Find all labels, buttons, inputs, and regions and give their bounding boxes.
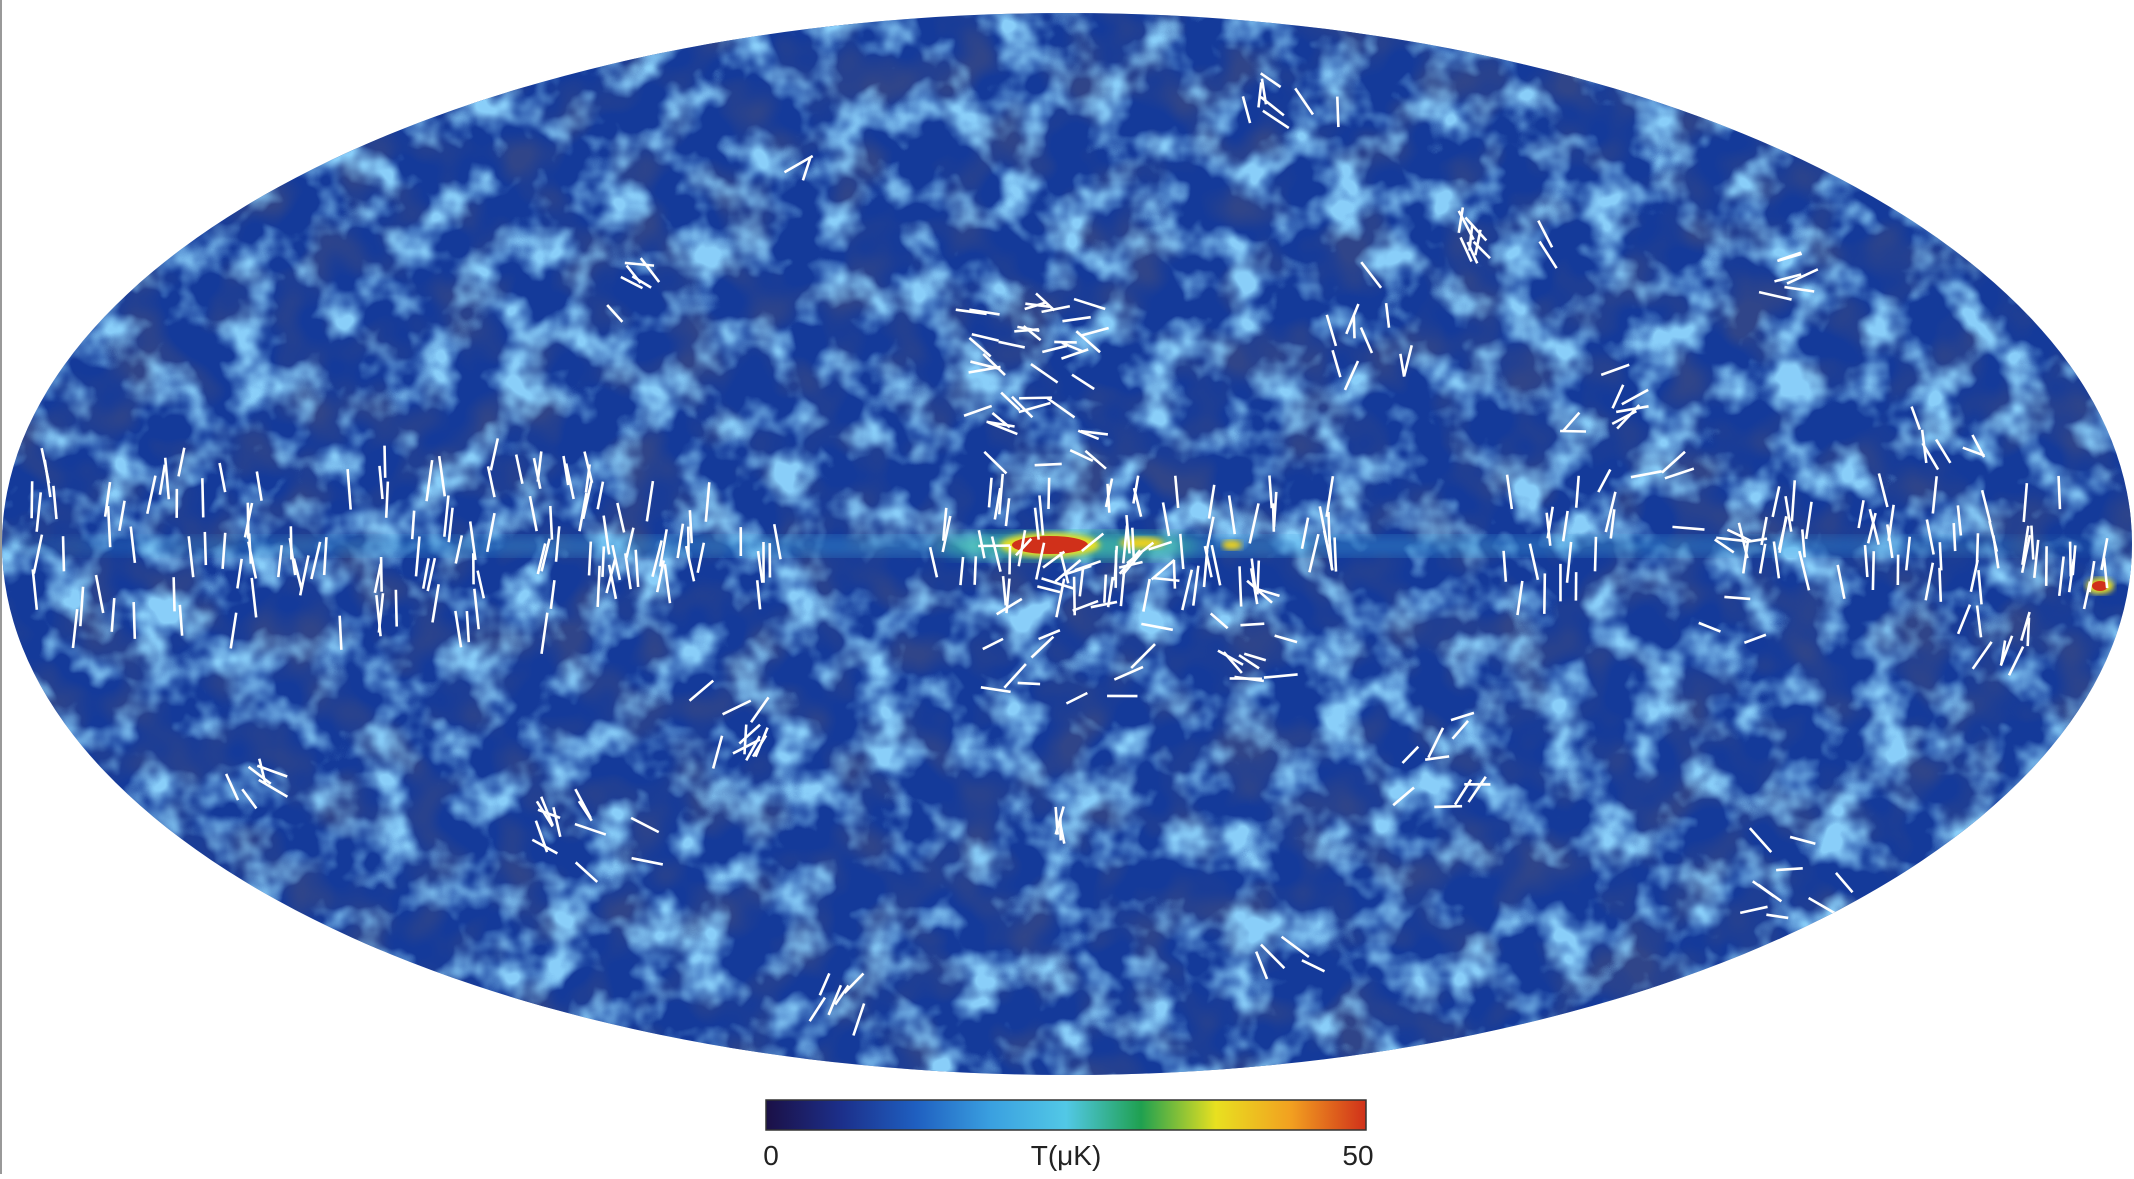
polarization-vector xyxy=(249,533,251,563)
polarization-vector xyxy=(381,557,382,592)
polarization-vector xyxy=(63,536,64,571)
colorbar xyxy=(766,1100,1366,1130)
polarization-vector xyxy=(1940,542,1941,570)
polarization-vector xyxy=(602,546,603,577)
polarization-vector xyxy=(2059,476,2060,509)
polarization-vector xyxy=(1048,478,1049,509)
polarization-vector xyxy=(1174,560,1175,589)
polarization-vector xyxy=(205,532,206,565)
polarization-vector xyxy=(396,590,397,627)
polarization-vector xyxy=(1873,551,1874,590)
polarization-vector xyxy=(1595,537,1596,571)
polarization-vector xyxy=(1939,568,1940,602)
polarization-vector xyxy=(589,542,591,576)
polarization-vector xyxy=(1107,484,1109,513)
polarization-vector xyxy=(1776,868,1803,870)
polarization-vector xyxy=(2070,542,2071,577)
polarization-vector xyxy=(1977,533,1978,562)
colorbar-label: T(μK) xyxy=(1031,1140,1102,1171)
colorbar-tick-label: 50 xyxy=(1342,1140,1373,1171)
polarization-vector xyxy=(744,725,746,755)
polarization-vector xyxy=(386,482,388,518)
polarization-vector xyxy=(32,481,33,518)
polarization-vector xyxy=(1337,97,1338,128)
polarization-vector xyxy=(1328,512,1329,552)
polarization-vector xyxy=(1434,806,1462,807)
hot-spot xyxy=(1222,540,1242,550)
sky-map xyxy=(0,0,2134,1080)
colorbar-tick-label: 0 xyxy=(763,1140,779,1171)
polarization-vector xyxy=(1354,316,1355,338)
polarization-vector xyxy=(340,616,342,650)
polarization-vector xyxy=(2028,618,2029,646)
polarization-vector xyxy=(550,506,552,540)
polarization-vector xyxy=(1019,398,1052,399)
polarization-vector xyxy=(1104,575,1106,603)
polarization-vector xyxy=(1335,537,1336,571)
polarization-vector xyxy=(1018,683,1040,684)
polarization-vector xyxy=(291,526,292,559)
polarization-vector xyxy=(385,446,386,478)
polarization-vector xyxy=(1010,546,1011,574)
polarization-vector xyxy=(975,556,976,585)
polarization-vector xyxy=(202,478,203,517)
polarization-vector xyxy=(174,577,175,611)
polarization-vector xyxy=(1240,624,1264,626)
polarization-vector xyxy=(134,602,135,639)
polarization-vector xyxy=(690,510,692,543)
polarization-vector xyxy=(1240,566,1242,606)
polarization-vector xyxy=(1544,573,1545,613)
polarization-vector xyxy=(1035,464,1062,465)
polarization-vector xyxy=(1954,523,1955,551)
